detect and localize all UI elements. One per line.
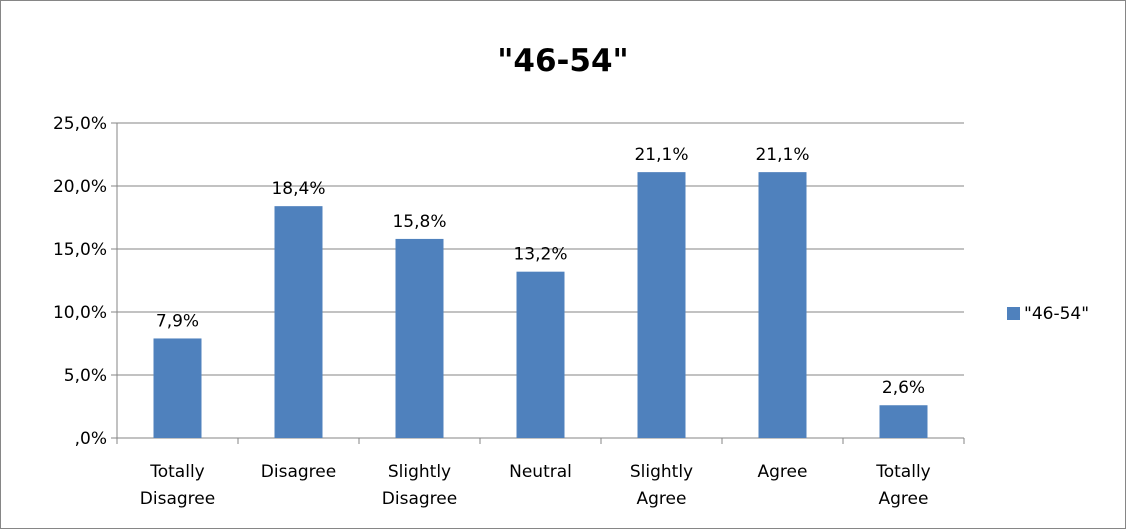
data-label: 21,1% xyxy=(634,145,688,165)
y-tick-label: 20,0% xyxy=(53,177,107,197)
category-label: Agree xyxy=(758,462,808,482)
data-label: 7,9% xyxy=(156,311,199,331)
bars xyxy=(153,172,928,438)
bar xyxy=(758,172,807,438)
bar xyxy=(516,271,565,438)
chart-title: "46-54" xyxy=(497,43,628,79)
bar xyxy=(153,338,202,438)
category-label: Totally Agree xyxy=(875,462,931,509)
data-label: 18,4% xyxy=(271,179,325,199)
data-label: 13,2% xyxy=(513,245,567,265)
legend-label: "46-54" xyxy=(1024,304,1089,324)
data-labels: 7,9% 18,4% 15,8% 13,2% 21,1% 21,1% 2,6% xyxy=(156,145,925,398)
data-label: 21,1% xyxy=(755,145,809,165)
y-tick-label: 15,0% xyxy=(53,240,107,260)
data-label: 2,6% xyxy=(882,378,925,398)
bar xyxy=(395,238,444,438)
y-tick-label: ,0% xyxy=(75,429,107,449)
x-axis-category-labels: Totally Disagree Disagree Slightly Disagree N… xyxy=(140,462,931,509)
bar xyxy=(879,405,928,438)
category-label: Slightly Disagree xyxy=(382,462,457,509)
category-label: Slightly Agree xyxy=(630,462,693,509)
y-tick-label: 5,0% xyxy=(64,366,107,386)
gridlines xyxy=(117,122,964,376)
data-label: 15,8% xyxy=(392,212,446,232)
bar xyxy=(637,172,686,438)
y-tick-label: 25,0% xyxy=(53,114,107,134)
y-axis-tick-labels: ,0% 5,0% 10,0% 15,0% 20,0% 25,0% xyxy=(53,114,107,449)
category-label: Disagree xyxy=(261,462,336,482)
category-label: Totally Disagree xyxy=(140,462,215,509)
legend-swatch xyxy=(1007,307,1020,320)
legend: "46-54" xyxy=(1007,304,1089,324)
category-label: Neutral xyxy=(509,462,572,482)
bar xyxy=(274,206,323,438)
y-tick-label: 10,0% xyxy=(53,303,107,323)
